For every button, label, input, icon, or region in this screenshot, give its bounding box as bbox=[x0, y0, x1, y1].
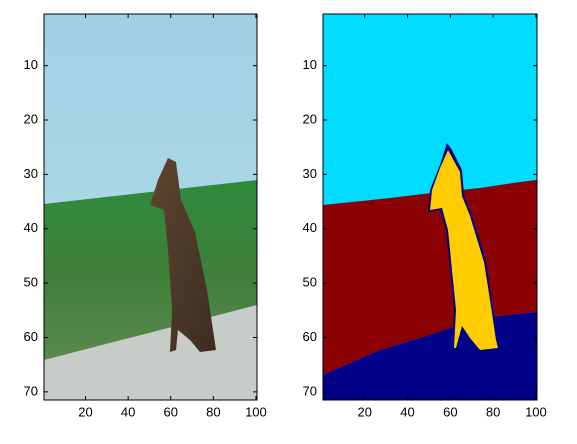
x-tick-label: 20 bbox=[357, 404, 371, 419]
y-tick-label: 40 bbox=[24, 220, 38, 235]
y-tick-label: 60 bbox=[24, 329, 38, 344]
y-tick-label: 30 bbox=[24, 166, 38, 181]
y-tick-label: 30 bbox=[303, 166, 317, 181]
y-tick-label: 10 bbox=[303, 57, 317, 72]
axes-box bbox=[322, 13, 538, 401]
y-tick-label: 70 bbox=[24, 383, 38, 398]
y-tick-label: 10 bbox=[24, 57, 38, 72]
x-tick-label: 60 bbox=[164, 404, 178, 419]
y-tick-label: 20 bbox=[24, 111, 38, 126]
y-tick-label: 50 bbox=[24, 275, 38, 290]
x-tick-label: 40 bbox=[400, 404, 414, 419]
y-tick-label: 70 bbox=[303, 383, 317, 398]
photo-image bbox=[44, 14, 257, 400]
x-tick-label: 80 bbox=[206, 404, 220, 419]
x-tick-label: 80 bbox=[486, 404, 500, 419]
y-tick-label: 20 bbox=[303, 111, 317, 126]
y-tick-label: 50 bbox=[303, 275, 317, 290]
x-tick-label: 60 bbox=[443, 404, 457, 419]
x-tick-label: 100 bbox=[245, 404, 267, 419]
x-tick-label: 20 bbox=[78, 404, 92, 419]
axes-box bbox=[43, 13, 258, 401]
segmented-image bbox=[323, 14, 537, 400]
y-tick-label: 40 bbox=[303, 220, 317, 235]
y-tick-label: 60 bbox=[303, 329, 317, 344]
x-tick-label: 40 bbox=[121, 404, 135, 419]
x-tick-label: 100 bbox=[525, 404, 547, 419]
